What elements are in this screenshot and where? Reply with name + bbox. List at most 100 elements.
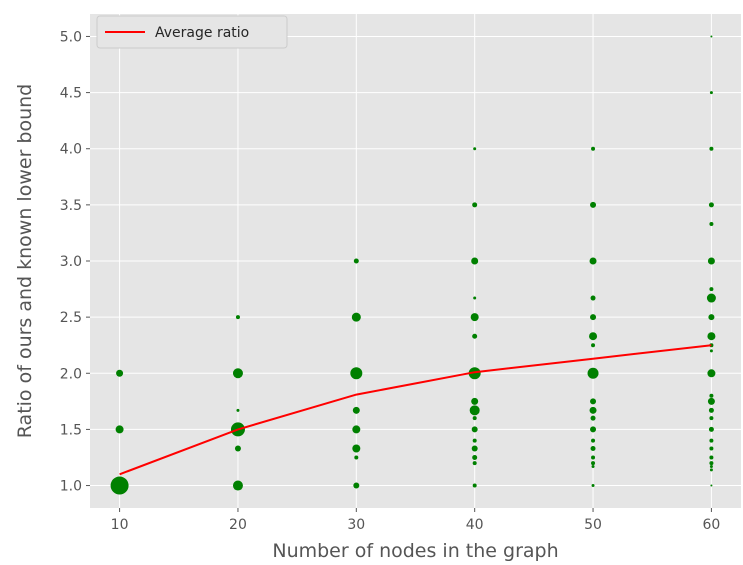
scatter-point — [110, 476, 129, 495]
scatter-point — [707, 397, 715, 405]
scatter-point — [232, 480, 243, 491]
scatter-point — [709, 91, 713, 95]
scatter-point — [710, 35, 713, 38]
scatter-point — [591, 461, 596, 466]
y-tick-label: 4.0 — [60, 142, 82, 158]
scatter-point — [709, 446, 714, 451]
scatter-point — [471, 445, 478, 452]
scatter-point — [470, 313, 479, 322]
y-tick-label: 1.5 — [60, 422, 82, 438]
scatter-point — [591, 455, 596, 460]
scatter-point — [472, 454, 478, 460]
scatter-point — [709, 393, 714, 398]
scatter-point — [591, 464, 595, 468]
scatter-point — [472, 202, 478, 208]
scatter-point — [709, 416, 714, 421]
x-tick-label: 60 — [702, 517, 720, 533]
y-tick-label: 3.0 — [60, 254, 82, 270]
scatter-point — [472, 483, 477, 488]
x-tick-label: 30 — [347, 517, 365, 533]
scatter-point — [590, 398, 597, 405]
scatter-point — [472, 438, 477, 443]
x-tick-label: 20 — [229, 517, 247, 533]
scatter-point — [709, 221, 714, 226]
scatter-point — [590, 201, 597, 208]
scatter-point — [707, 257, 715, 265]
scatter-point — [115, 425, 124, 434]
scatter-point — [587, 367, 599, 379]
scatter-point — [710, 484, 713, 487]
scatter-point — [234, 445, 241, 452]
scatter-point — [709, 455, 714, 460]
scatter-point — [708, 426, 714, 432]
y-tick-label: 1.0 — [60, 479, 82, 495]
y-tick-label: 5.0 — [60, 29, 82, 45]
scatter-point — [354, 455, 359, 460]
scatter-point — [351, 312, 361, 322]
scatter-point — [469, 405, 480, 416]
y-axis-label: Ratio of ours and known lower bound — [14, 84, 36, 438]
scatter-point — [591, 484, 595, 488]
tick-labels: 10 20 30 40 50 60 1.0 1.5 2.0 2.5 3.0 3.5 4.0 4.5 5.0 — [60, 29, 721, 533]
scatter-point — [472, 461, 477, 466]
scatter-point — [352, 444, 361, 453]
scatter-point — [709, 146, 714, 151]
y-tick-label: 4.5 — [60, 86, 82, 102]
scatter-point — [472, 416, 477, 421]
scatter-point — [709, 287, 714, 292]
scatter-point — [471, 257, 479, 265]
x-axis-label: Number of nodes in the graph — [272, 540, 558, 562]
scatter-point — [709, 461, 714, 466]
scatter-point — [706, 293, 716, 303]
scatter-point — [709, 438, 714, 443]
scatter-point — [350, 367, 363, 380]
scatter-point — [473, 296, 477, 300]
scatter-point — [353, 482, 360, 489]
scatter-point — [471, 397, 479, 405]
scatter-point — [471, 426, 478, 433]
scatter-point — [708, 407, 714, 413]
scatter-point — [707, 369, 716, 378]
scatter-point — [232, 368, 243, 379]
scatter-point — [590, 415, 596, 421]
scatter-point — [116, 369, 124, 377]
legend-label: Average ratio — [155, 25, 249, 41]
y-tick-label: 2.5 — [60, 310, 82, 326]
x-tick-label: 50 — [584, 517, 602, 533]
scatter-point — [590, 445, 596, 451]
scatter-point — [591, 438, 596, 443]
scatter-point — [352, 425, 361, 434]
average-ratio-line — [119, 344, 712, 476]
scatter-point — [589, 332, 598, 341]
scatter-point — [589, 406, 597, 414]
scatter-point — [352, 406, 360, 414]
scatter-point — [353, 258, 359, 264]
scatter-point — [472, 333, 478, 339]
y-tick-label: 3.5 — [60, 198, 82, 214]
scatter-points — [110, 35, 716, 495]
scatter-point — [709, 468, 713, 472]
x-tick-label: 40 — [466, 517, 484, 533]
scatter-point — [236, 408, 240, 412]
scatter-point — [708, 314, 715, 321]
legend-box — [96, 15, 288, 49]
legend: Average ratio — [96, 15, 288, 49]
scatter-point — [473, 147, 477, 151]
x-tick-label: 10 — [111, 517, 129, 533]
scatter-point — [590, 314, 597, 321]
grid-lines — [90, 14, 741, 508]
scatter-point — [590, 295, 596, 301]
scatter-point — [591, 343, 596, 348]
average-ratio-line-group — [119, 344, 712, 476]
scatter-point — [468, 367, 481, 380]
scatter-point — [235, 315, 240, 320]
scatter-point — [707, 332, 716, 341]
scatter-point — [590, 426, 597, 433]
scatter-point — [709, 464, 713, 468]
scatter-point — [591, 146, 596, 151]
y-tick-label: 2.0 — [60, 366, 82, 382]
scatter-point — [709, 349, 713, 353]
scatter-point — [589, 257, 597, 265]
scatter-point — [708, 202, 714, 208]
